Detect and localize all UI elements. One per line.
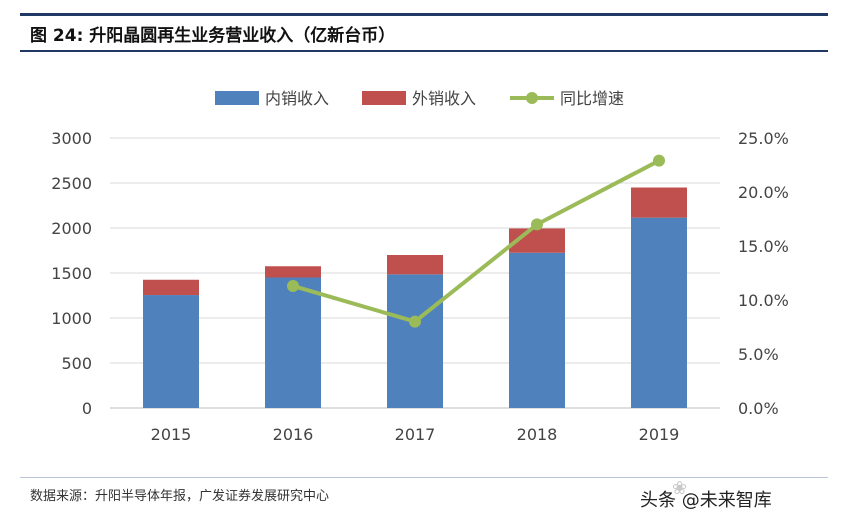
right-tick-label: 10.0%: [738, 291, 789, 310]
revenue-chart: 内销收入 外销收入 同比增速 0 500 1000 1500 2000 2500 3000 0.…: [51, 89, 789, 444]
legend-label: 外销收入: [412, 89, 476, 108]
x-tick-label: 2017: [395, 425, 436, 444]
left-tick-label: 0: [82, 399, 92, 418]
source-rule: [20, 477, 828, 478]
growth-line-series: [287, 154, 665, 328]
watermark-text: 头条 @未来智库: [640, 490, 772, 511]
source-note: 数据来源：升阳半导体年报，广发证券发展研究中心: [30, 489, 330, 504]
legend-label: 同比增速: [560, 89, 624, 108]
legend-swatch: [362, 91, 406, 105]
bar-segment: [509, 252, 565, 408]
bar-segment: [387, 274, 443, 408]
title-rule: [20, 50, 828, 52]
growth-point: [287, 279, 299, 292]
top-rule: [20, 13, 828, 16]
left-tick-label: 1000: [51, 309, 92, 328]
right-tick-label: 15.0%: [738, 237, 789, 256]
x-tick-label: 2016: [273, 425, 314, 444]
chart-legend: 内销收入 外销收入 同比增速: [215, 89, 624, 108]
right-tick-label: 0.0%: [738, 399, 779, 418]
watermark-logo: ❀: [672, 478, 688, 499]
growth-point: [531, 218, 543, 231]
bar-segment: [387, 255, 443, 275]
left-tick-label: 2500: [51, 174, 92, 193]
growth-line: [292, 158, 660, 324]
growth-point: [409, 315, 421, 328]
bar-segment: [265, 277, 321, 408]
bar-segment: [265, 266, 321, 278]
right-tick-label: 20.0%: [738, 183, 789, 202]
left-tick-label: 2000: [51, 219, 92, 238]
x-tick-label: 2018: [517, 425, 558, 444]
stacked-bars: [143, 187, 687, 408]
left-tick-label: 1500: [51, 264, 92, 283]
legend-swatch: [215, 91, 259, 105]
x-axis: 2015 2016 2017 2018 2019: [151, 425, 680, 444]
watermark: ❀ 头条 @未来智库: [640, 476, 840, 514]
right-tick-label: 5.0%: [738, 345, 779, 364]
left-tick-label: 3000: [51, 129, 92, 148]
x-tick-label: 2019: [639, 425, 680, 444]
bar-segment: [631, 187, 687, 218]
growth-point: [653, 154, 665, 167]
left-axis: 0 500 1000 1500 2000 2500 3000: [51, 129, 92, 418]
bar-segment: [143, 279, 199, 296]
legend-marker: [526, 92, 538, 104]
figure-title: 图 24: 升阳晶圆再生业务营业收入（亿新台币）: [30, 26, 396, 46]
left-tick-label: 500: [61, 354, 92, 373]
bar-segment: [143, 295, 199, 408]
right-tick-label: 25.0%: [738, 129, 789, 148]
right-axis: 0.0% 5.0% 10.0% 15.0% 20.0% 25.0%: [738, 129, 789, 418]
bar-segment: [631, 217, 687, 408]
legend-label: 内销收入: [265, 89, 329, 108]
x-tick-label: 2015: [151, 425, 192, 444]
